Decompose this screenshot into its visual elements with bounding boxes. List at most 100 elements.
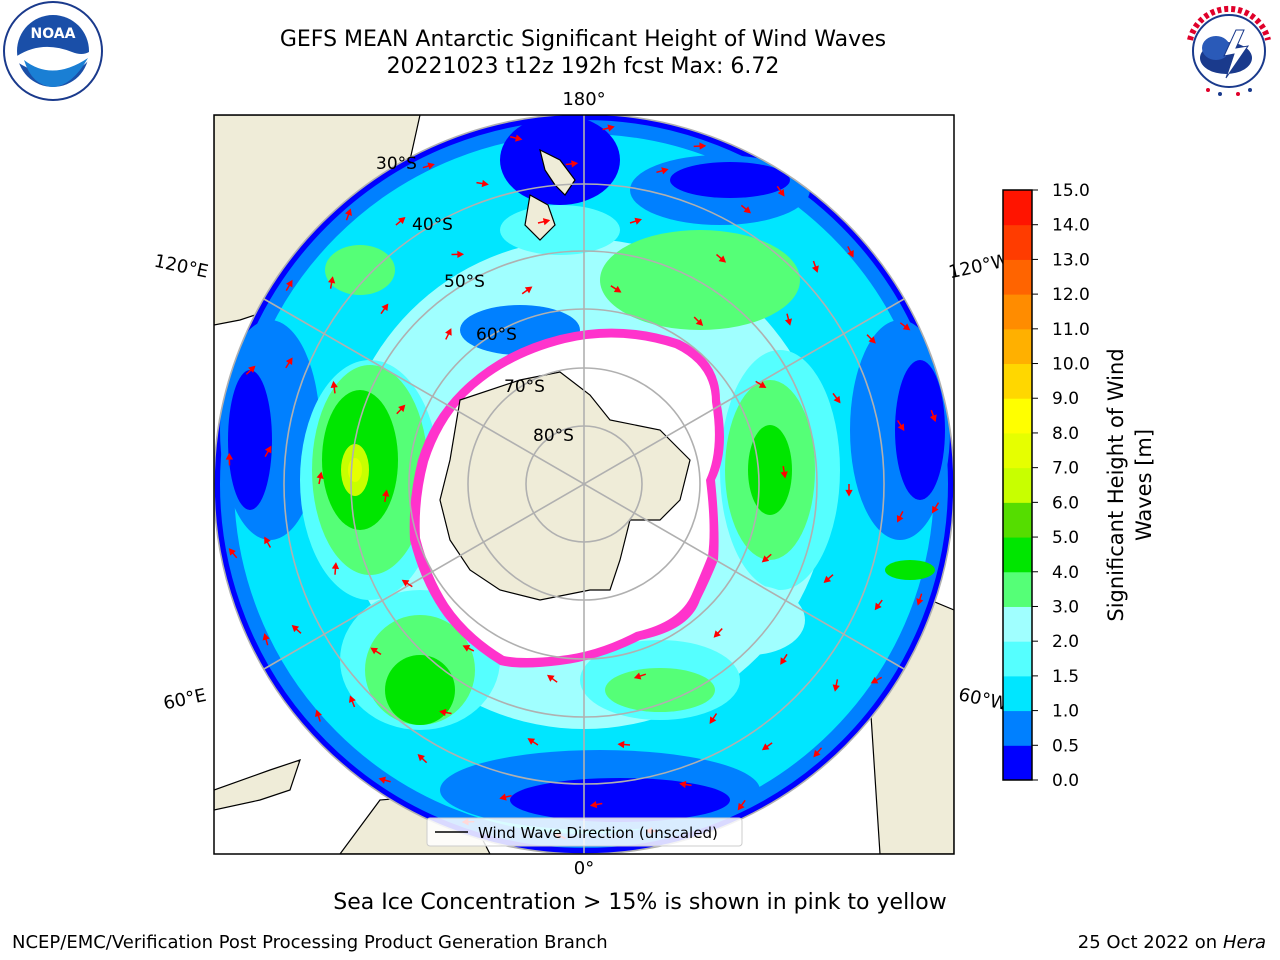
- colorbar-segment: [1003, 571, 1032, 607]
- colorbar-segment: [1003, 467, 1032, 503]
- wave-direction-arrowhead: [832, 684, 840, 692]
- colorbar-frame: [1002, 189, 1033, 781]
- colorbar-tick-label: 0.5: [1052, 736, 1079, 756]
- nws-logo: [1180, 2, 1278, 100]
- wave-direction-arrowhead: [527, 738, 536, 745]
- wave-direction-arrowhead: [758, 381, 767, 389]
- colorbar-segment: [1003, 398, 1032, 434]
- lon-label-0: 0°: [574, 858, 594, 879]
- wave-direction-arrowhead: [633, 672, 642, 680]
- wave-direction-arrowhead: [780, 471, 788, 479]
- wave-direction-arrowhead: [542, 218, 551, 226]
- wave-direction-arrowhead: [547, 674, 555, 682]
- wave-direction-arrowhead: [607, 124, 615, 132]
- wave-direction-arrowhead: [417, 753, 425, 762]
- lat-label-50: 50°S: [444, 272, 485, 292]
- wave-direction-arrowhead: [462, 645, 471, 652]
- chart-title: GEFS MEAN Antarctic Significant Height o…: [279, 27, 887, 52]
- wave-direction-arrowhead: [515, 134, 523, 142]
- wave-direction-arrowhead: [457, 250, 465, 259]
- wave-direction-arrowhead: [571, 160, 579, 168]
- wave-direction-arrowhead: [713, 630, 721, 638]
- colorbar-tick-label: 8.0: [1052, 424, 1079, 444]
- colorbar-segment: [1003, 432, 1032, 469]
- lon-label-60w: 60°W: [957, 684, 1010, 715]
- footer-date-text: 25 Oct 2022 on: [1077, 932, 1223, 953]
- caption: Sea Ice Concentration > 15% is shown in …: [333, 890, 947, 915]
- map-frame: [213, 114, 955, 855]
- wave-direction-arrowhead: [613, 285, 622, 293]
- wave-direction-arrowhead: [348, 695, 356, 703]
- chart-subtitle: 20221023 t12z 192h fcst Max: 6.72: [386, 54, 780, 79]
- lon-label-60e: 60°E: [162, 685, 209, 715]
- wave-direction-arrowhead: [262, 633, 270, 641]
- wave-direction-arrowhead: [439, 708, 447, 717]
- wave-direction-arrowhead: [398, 404, 406, 412]
- colorbar-segment: [1003, 745, 1032, 781]
- wave-direction-arrowhead: [331, 562, 340, 570]
- footer-machine: Hera: [1222, 932, 1266, 953]
- colorbar-segment: [1003, 502, 1032, 538]
- wave-direction-arrowhead: [345, 208, 352, 216]
- wave-direction-arrowhead: [225, 452, 234, 460]
- colorbar-segment: [1003, 675, 1032, 712]
- wave-direction-arrowhead: [264, 445, 272, 454]
- wave-direction-arrowhead: [381, 303, 389, 312]
- wave-direction-arrowhead: [634, 217, 642, 225]
- wave-direction-arrowhead: [285, 357, 293, 365]
- legend-label: Wind Wave Direction (unscaled): [478, 824, 718, 842]
- colorbar-label-line2: Waves [m]: [1132, 429, 1156, 541]
- wave-direction-arrowhead: [870, 676, 879, 684]
- colorbar-tick-label: 0.0: [1052, 771, 1079, 791]
- lat-label-60: 60°S: [476, 325, 517, 345]
- colorbar: [1002, 189, 1033, 781]
- wave-direction-arrowhead: [328, 276, 336, 284]
- footer-date: 25 Oct 2022 on Hera: [1078, 932, 1266, 953]
- wave-direction-arrowhead: [823, 575, 832, 583]
- latitude-labels: 30°S 40°S 50°S 60°S 70°S 80°S: [376, 154, 574, 446]
- map-legend: Wind Wave Direction (unscaled): [426, 817, 743, 847]
- wave-direction-arrowhead: [777, 188, 785, 197]
- lon-label-120w: 120°W: [947, 250, 1011, 283]
- wave-direction-arrowhead: [811, 265, 819, 273]
- colorbar-tick-label: 15.0: [1052, 181, 1090, 201]
- wave-direction-arrowhead: [378, 776, 386, 784]
- colorbar-segment: [1003, 190, 1032, 226]
- wave-direction-arrowhead: [398, 216, 406, 225]
- wave-direction-arrowhead: [382, 489, 390, 497]
- colorbar-tick-label: 3.0: [1052, 597, 1079, 617]
- wave-direction-arrowhead: [264, 536, 271, 545]
- colorbar-tick-label: 14.0: [1052, 216, 1090, 236]
- colorbar-segment: [1003, 537, 1032, 573]
- colorbar-tick-label: 13.0: [1052, 250, 1090, 270]
- wave-direction-arrowhead: [524, 286, 533, 294]
- colorbar-tick-label: 1.0: [1052, 702, 1079, 722]
- wave-direction-arrowhead: [737, 802, 745, 811]
- lat-label-80: 80°S: [533, 426, 574, 446]
- wave-direction-arrowhead: [401, 579, 410, 587]
- wave-direction-arrowhead: [228, 548, 236, 556]
- wave-direction-arrowhead: [709, 716, 717, 724]
- wave-direction-arrowhead: [286, 279, 293, 288]
- wave-direction-arrowhead: [833, 395, 841, 404]
- wave-direction-arrowhead: [661, 167, 669, 175]
- colorbar-segment: [1003, 363, 1032, 399]
- colorbar-segment: [1003, 641, 1032, 677]
- wave-direction-arrowhead: [897, 423, 905, 432]
- lon-label-120e: 120°E: [152, 251, 210, 283]
- wave-direction-arrowhead: [314, 709, 322, 718]
- sea-ice-region: [409, 328, 724, 668]
- colorbar-segment: [1003, 224, 1032, 260]
- wave-direction-arrowhead: [929, 414, 937, 422]
- wave-direction-arrowhead: [780, 657, 787, 665]
- noaa-logo-text: NOAA: [31, 26, 76, 42]
- noaa-logo: NOAA: [3, 1, 103, 101]
- wave-direction-arrowhead: [743, 206, 752, 214]
- colorbar-tick-label: 9.0: [1052, 389, 1079, 409]
- graticule: [214, 115, 954, 854]
- colorbar-tick-label: 10.0: [1052, 355, 1090, 375]
- colorbar-segment: [1003, 328, 1032, 365]
- colorbar-tick-label: 11.0: [1052, 320, 1090, 340]
- wave-direction-arrowhead: [931, 505, 939, 514]
